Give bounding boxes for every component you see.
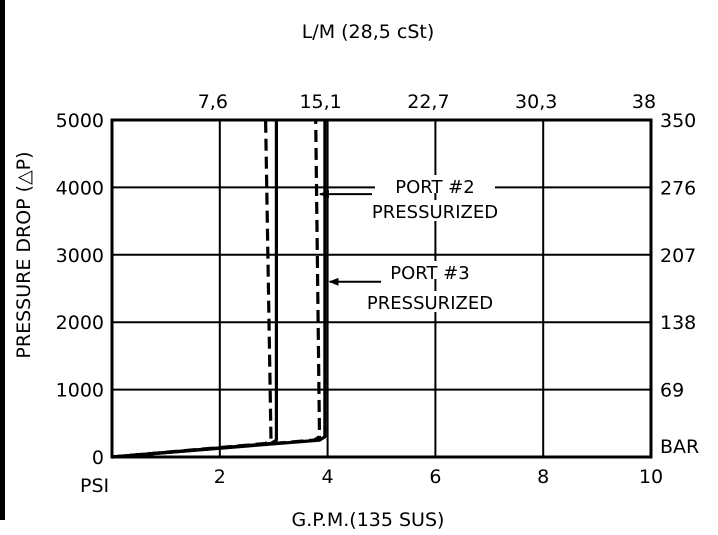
series-line-solid [111,120,278,459]
y-tick-label: 5000 [56,110,104,132]
y-tick-label: 3000 [56,245,104,267]
y-tick-label: 4000 [56,177,104,199]
annotations: PORT #2 PRESSURIZED PORT #3 PRESSURIZED [318,175,517,314]
right-tick-label: 207 [660,245,696,267]
left-border-bar [0,0,5,520]
annotation-line-1: PORT #2 [395,177,474,198]
annotation-line-2: PRESSURIZED [367,293,493,314]
right-tick-label: 276 [660,177,696,199]
y-tick-label: 1000 [56,380,104,402]
x-tick-label: 2 [214,466,226,488]
y-axis-label: PRESSURE DROP (△P) [13,151,35,358]
plot-frame [110,118,653,459]
series-line-dashed [111,119,273,459]
x-axis-label: G.P.M.(135 SUS) [292,509,445,531]
right-tick-label: 138 [660,312,696,334]
x-tick-label: 8 [537,466,549,488]
top-tick-label: 22,7 [407,91,449,113]
annotation-line-2: PRESSURIZED [372,202,498,223]
x-unit-label: PSI [80,475,109,497]
top-tick-label: 38 [632,91,656,113]
annotation-backdrop [375,175,495,193]
right-unit-label: BAR [660,436,699,458]
annotation-backdrop [370,261,490,279]
top-tick-label: 30,3 [515,91,557,113]
x-tick-label: 10 [639,466,663,488]
right-tick-label: 350 [660,110,696,132]
annotation-backdrop [353,200,517,221]
y-tick-label: 2000 [56,312,104,334]
series-line-dashed [111,119,322,459]
x-tick-label: 6 [429,466,441,488]
right-tick-label: 69 [660,380,684,402]
x-tick-label: 4 [322,466,334,488]
series-layer [111,119,327,459]
top-tick-label: 15,1 [299,91,341,113]
series-line-solid [111,120,327,459]
tick-labels: 2 7,6 4 15,1 6 22,7 8 30,3 10 38 0 1000 69 2000 138 300… [56,91,697,488]
top-tick-label: 7,6 [198,91,228,113]
grid-lines [112,120,651,457]
top-axis-label: L/M (28,5 cSt) [302,21,435,43]
y-tick-label: 0 [92,447,104,469]
annotation-backdrop [348,291,512,312]
annotation-line-1: PORT #3 [390,263,469,284]
